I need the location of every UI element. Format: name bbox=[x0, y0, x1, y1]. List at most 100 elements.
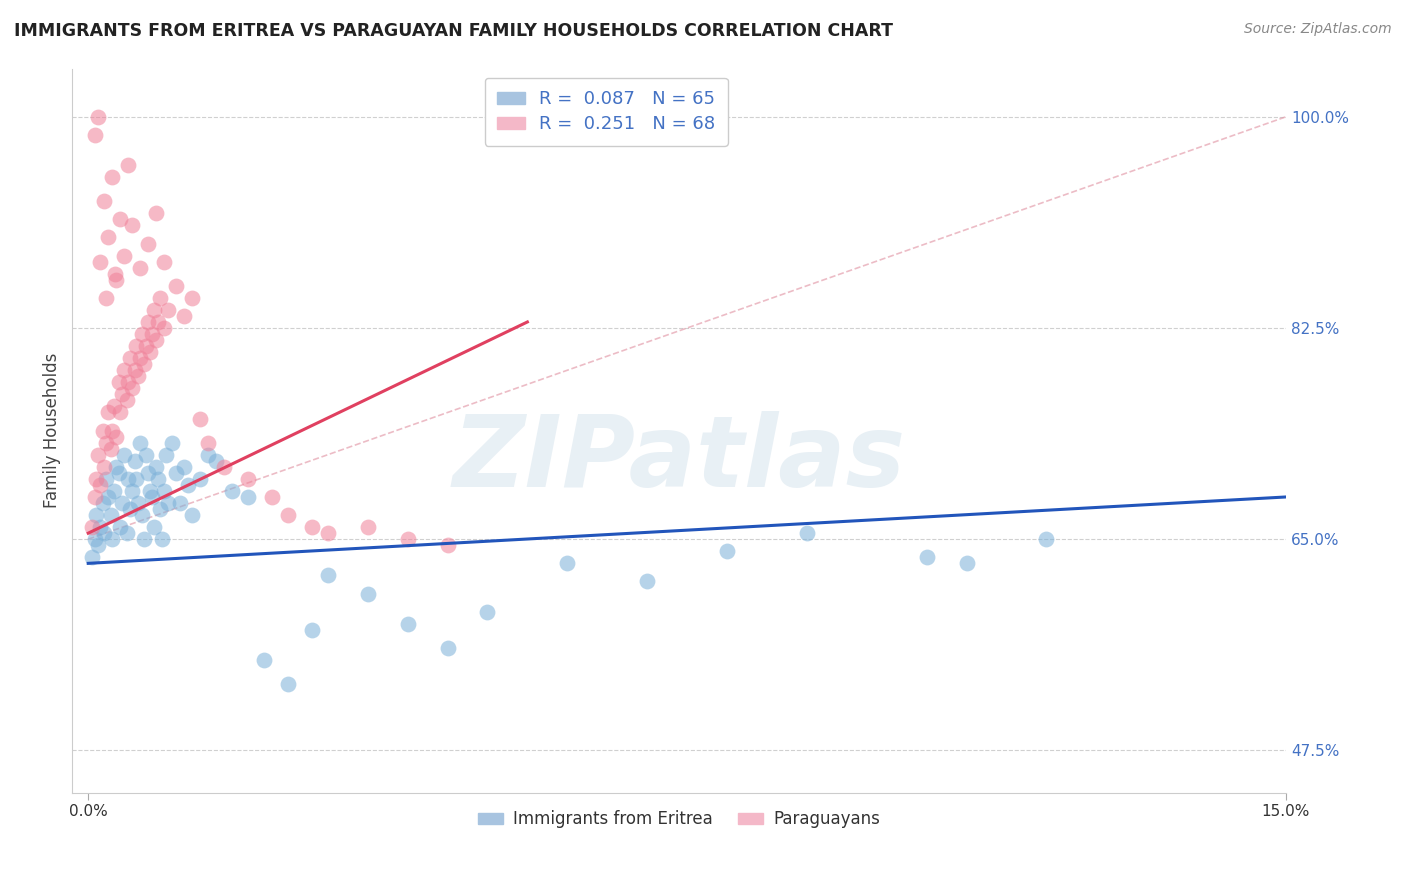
Point bbox=[148, 472, 170, 486]
Point bbox=[115, 393, 138, 408]
Point bbox=[107, 466, 129, 480]
Point bbox=[103, 400, 125, 414]
Point bbox=[91, 496, 114, 510]
Point bbox=[125, 472, 148, 486]
Point bbox=[277, 508, 299, 522]
Point bbox=[160, 435, 183, 450]
Y-axis label: Family Households: Family Households bbox=[44, 353, 60, 508]
Point bbox=[97, 405, 120, 419]
Point bbox=[89, 254, 111, 268]
Point bbox=[205, 454, 228, 468]
Point bbox=[97, 230, 120, 244]
Point bbox=[165, 278, 187, 293]
Point bbox=[118, 351, 141, 366]
Point bbox=[253, 653, 276, 667]
Legend: Immigrants from Eritrea, Paraguayans: Immigrants from Eritrea, Paraguayans bbox=[471, 804, 887, 835]
Point bbox=[157, 302, 180, 317]
Point bbox=[100, 442, 122, 456]
Point bbox=[117, 376, 139, 390]
Point bbox=[131, 508, 153, 522]
Point bbox=[555, 557, 578, 571]
Point bbox=[91, 424, 114, 438]
Point bbox=[127, 369, 149, 384]
Point bbox=[121, 483, 143, 498]
Point bbox=[111, 387, 134, 401]
Point bbox=[149, 291, 172, 305]
Point bbox=[127, 496, 149, 510]
Point bbox=[153, 483, 176, 498]
Point bbox=[1035, 532, 1057, 546]
Point bbox=[173, 459, 195, 474]
Point bbox=[221, 483, 243, 498]
Point bbox=[277, 677, 299, 691]
Point bbox=[112, 249, 135, 263]
Point bbox=[118, 502, 141, 516]
Point bbox=[111, 496, 134, 510]
Point bbox=[87, 448, 110, 462]
Point bbox=[436, 538, 458, 552]
Point bbox=[103, 483, 125, 498]
Point bbox=[135, 339, 157, 353]
Point bbox=[139, 345, 162, 359]
Point bbox=[101, 170, 124, 185]
Point bbox=[83, 532, 105, 546]
Point bbox=[396, 532, 419, 546]
Point bbox=[131, 326, 153, 341]
Point bbox=[316, 568, 339, 582]
Point bbox=[107, 376, 129, 390]
Point bbox=[150, 532, 173, 546]
Point bbox=[101, 532, 124, 546]
Point bbox=[94, 472, 117, 486]
Point bbox=[97, 490, 120, 504]
Point bbox=[155, 448, 177, 462]
Point bbox=[301, 520, 323, 534]
Point bbox=[112, 448, 135, 462]
Point bbox=[108, 212, 131, 227]
Point bbox=[124, 363, 146, 377]
Point bbox=[141, 490, 163, 504]
Point bbox=[149, 502, 172, 516]
Point bbox=[125, 339, 148, 353]
Point bbox=[212, 459, 235, 474]
Point bbox=[112, 363, 135, 377]
Point bbox=[132, 532, 155, 546]
Point bbox=[181, 508, 204, 522]
Point bbox=[94, 291, 117, 305]
Point bbox=[357, 520, 380, 534]
Text: ZIPatlas: ZIPatlas bbox=[453, 411, 905, 508]
Point bbox=[236, 472, 259, 486]
Point bbox=[82, 520, 104, 534]
Point bbox=[260, 490, 283, 504]
Point bbox=[136, 315, 159, 329]
Point bbox=[115, 526, 138, 541]
Point bbox=[955, 557, 977, 571]
Point bbox=[93, 459, 115, 474]
Point bbox=[477, 605, 499, 619]
Point bbox=[135, 448, 157, 462]
Text: IMMIGRANTS FROM ERITREA VS PARAGUAYAN FAMILY HOUSEHOLDS CORRELATION CHART: IMMIGRANTS FROM ERITREA VS PARAGUAYAN FA… bbox=[14, 22, 893, 40]
Point bbox=[915, 550, 938, 565]
Point bbox=[105, 459, 128, 474]
Point bbox=[103, 267, 125, 281]
Point bbox=[188, 472, 211, 486]
Point bbox=[84, 472, 107, 486]
Point bbox=[129, 351, 152, 366]
Point bbox=[357, 586, 380, 600]
Point bbox=[148, 315, 170, 329]
Point bbox=[181, 291, 204, 305]
Point bbox=[145, 459, 167, 474]
Point bbox=[636, 574, 658, 589]
Point bbox=[94, 435, 117, 450]
Point bbox=[796, 526, 818, 541]
Point bbox=[132, 357, 155, 371]
Point bbox=[316, 526, 339, 541]
Point bbox=[142, 520, 165, 534]
Point bbox=[87, 538, 110, 552]
Point bbox=[108, 520, 131, 534]
Point bbox=[93, 526, 115, 541]
Point bbox=[100, 508, 122, 522]
Point bbox=[136, 236, 159, 251]
Point bbox=[716, 544, 738, 558]
Point bbox=[188, 411, 211, 425]
Point bbox=[177, 478, 200, 492]
